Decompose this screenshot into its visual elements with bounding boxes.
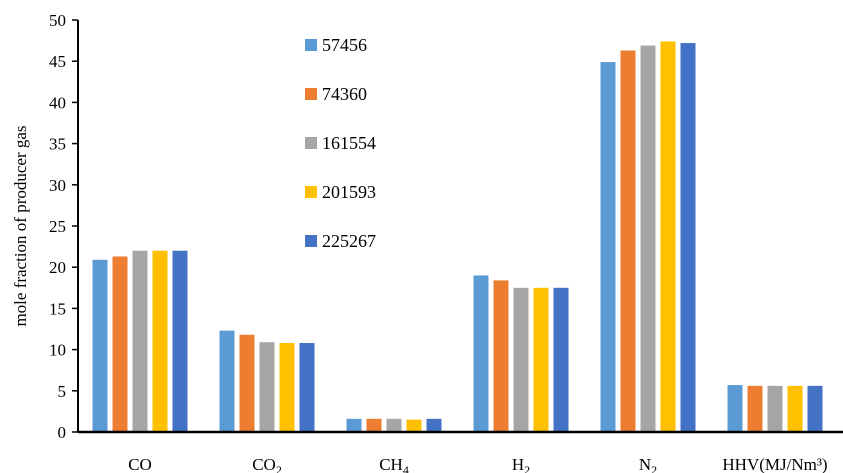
y-tick-label: 10 xyxy=(49,341,66,360)
bar-201593-5 xyxy=(787,385,803,432)
bar-201593-3 xyxy=(533,287,549,432)
axes xyxy=(77,20,843,434)
bar-161554-4 xyxy=(640,45,656,432)
bar-225267-4 xyxy=(680,43,696,433)
bar-225267-5 xyxy=(807,385,823,432)
y-tick-label: 5 xyxy=(58,382,67,401)
bar-161554-0 xyxy=(132,250,148,432)
bar-225267-1 xyxy=(299,343,315,432)
y-tick-label: 40 xyxy=(49,93,66,112)
legend: 57456 74360 161554 201593 225267 xyxy=(305,35,376,251)
legend-label: 57456 xyxy=(322,35,367,55)
bar-225267-2 xyxy=(426,418,442,432)
bar-57456-4 xyxy=(600,62,616,433)
y-tick-label: 30 xyxy=(49,176,66,195)
bar-74360-4 xyxy=(620,50,636,432)
y-tick-label: 20 xyxy=(49,258,66,277)
bar-161554-2 xyxy=(386,418,402,432)
bar-57456-1 xyxy=(219,330,235,432)
y-tick-label: 0 xyxy=(58,423,67,442)
bar-161554-1 xyxy=(259,342,275,432)
y-axis-label-group: mole fraction of producer gas xyxy=(11,125,30,326)
bar-225267-3 xyxy=(553,287,569,432)
legend-swatch xyxy=(305,186,317,198)
y-axis-ticks: 0 5 10 15 20 25 30 35 40 45 50 xyxy=(49,11,78,442)
legend-label: 161554 xyxy=(322,133,376,153)
x-axis-categories: CO CO2 CH4 H2 N2 HHV(MJ/Nm³) xyxy=(128,455,827,473)
legend-label: 74360 xyxy=(322,84,367,104)
legend-swatch xyxy=(305,235,317,247)
bar-161554-3 xyxy=(513,287,529,432)
bar-74360-0 xyxy=(112,256,128,432)
bar-161554-5 xyxy=(767,385,783,432)
bar-57456-2 xyxy=(346,418,362,432)
bar-57456-3 xyxy=(473,275,489,432)
legend-swatch xyxy=(305,137,317,149)
legend-swatch xyxy=(305,39,317,51)
bar-201593-0 xyxy=(152,250,168,432)
y-tick-label: 25 xyxy=(49,217,66,236)
bar-201593-4 xyxy=(660,41,676,432)
legend-label: 201593 xyxy=(322,182,376,202)
y-axis-label: mole fraction of producer gas xyxy=(11,125,30,326)
bar-201593-1 xyxy=(279,343,295,432)
x-category-label: N2 xyxy=(639,455,657,473)
y-tick-label: 15 xyxy=(49,299,66,318)
bars xyxy=(92,41,823,433)
bar-74360-1 xyxy=(239,334,255,432)
legend-label: 225267 xyxy=(322,231,376,251)
x-category-label: CO xyxy=(128,455,152,473)
legend-swatch xyxy=(305,88,317,100)
bar-201593-2 xyxy=(406,419,422,432)
bar-74360-5 xyxy=(747,385,763,432)
x-category-label: CH4 xyxy=(379,455,409,473)
y-tick-label: 35 xyxy=(49,135,66,154)
bar-57456-0 xyxy=(92,259,108,432)
y-tick-label: 50 xyxy=(49,11,66,30)
x-category-label: CO2 xyxy=(252,455,282,473)
x-category-label: HHV(MJ/Nm³) xyxy=(722,455,827,473)
x-category-label: H2 xyxy=(512,455,530,473)
y-tick-label: 45 xyxy=(49,52,66,71)
bar-225267-0 xyxy=(172,250,188,432)
bar-74360-3 xyxy=(493,280,509,432)
bar-74360-2 xyxy=(366,418,382,432)
bar-57456-5 xyxy=(727,385,743,432)
